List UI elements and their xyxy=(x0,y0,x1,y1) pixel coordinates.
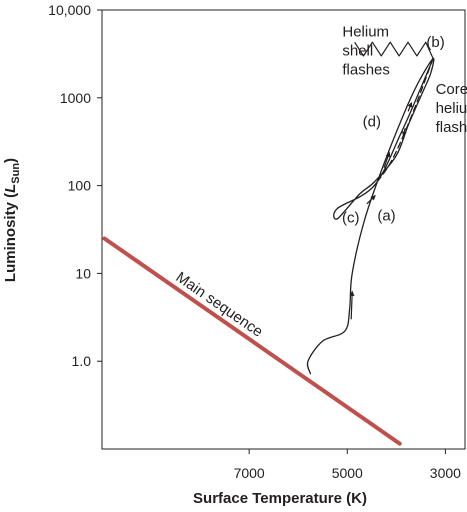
x-tick-label: 7000 xyxy=(234,465,265,481)
y-tick-label: 10 xyxy=(75,265,91,281)
x-tick-label: 5000 xyxy=(332,465,363,481)
main-sequence-line xyxy=(102,236,402,446)
x-tick-label: 3000 xyxy=(430,465,461,481)
direction-arrow xyxy=(407,101,413,112)
evolutionary-track xyxy=(306,57,435,375)
plot-frame xyxy=(101,9,466,450)
annotation-label: (d) xyxy=(363,114,381,131)
annotations: Main sequence (a) (b) (c) (d) Helium shell flas… xyxy=(173,23,467,340)
direction-arrow xyxy=(366,194,376,205)
direction-arrow xyxy=(383,151,391,168)
annotation-label: (c) xyxy=(342,209,360,226)
y-tick-label: 1000 xyxy=(60,90,91,106)
annotation-label: (b) xyxy=(426,34,444,51)
annotation-line: Helium xyxy=(342,23,389,40)
annotation-line: Core xyxy=(436,81,467,98)
curves xyxy=(102,41,435,446)
annotation-line: flashes xyxy=(342,61,390,78)
y-tick-label: 1.0 xyxy=(72,353,92,369)
annotation-line: flash xyxy=(436,119,467,136)
y-tick-label: 10,000 xyxy=(48,2,91,18)
annotation-block: Core helium flash xyxy=(436,81,467,136)
x-axis-title: Surface Temperature (K) xyxy=(193,490,367,507)
series-label-main-sequence: Main sequence xyxy=(173,269,266,341)
annotation-line: helium xyxy=(436,100,467,117)
y-axis-title: Luminosity (LSun) xyxy=(2,158,22,282)
y-tick-label: 100 xyxy=(68,178,92,194)
annotation-line: shell xyxy=(342,42,373,59)
annotation-label: (a) xyxy=(377,208,395,225)
direction-arrow xyxy=(349,290,355,320)
x-axis-ticks: 7000 5000 3000 xyxy=(234,449,461,481)
direction-arrow xyxy=(402,128,407,138)
helium-shell-flashes-zigzag xyxy=(354,41,434,59)
annotation-block: Helium shell flashes xyxy=(342,23,390,78)
y-axis-ticks: 1.0 10 100 1000 10,000 xyxy=(48,2,102,369)
